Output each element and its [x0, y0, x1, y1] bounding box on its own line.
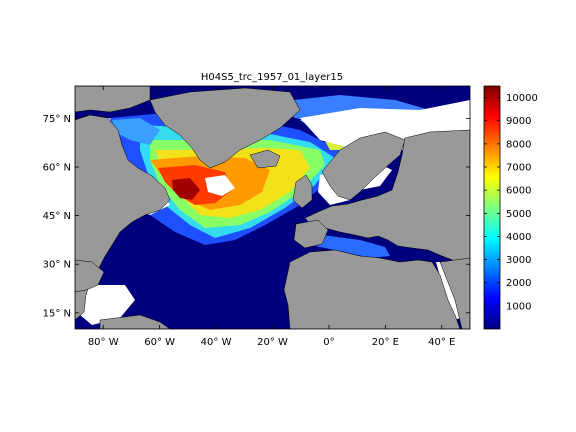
land-canadian-archipelago: [75, 86, 151, 113]
colorbar-tick-label: 9000: [506, 116, 531, 127]
land-south-america: [99, 314, 171, 329]
labrador-blue: [112, 118, 160, 145]
land-africa: [283, 249, 461, 329]
y-tick-label: 75° N: [43, 114, 71, 125]
y-tick-label: 60° N: [43, 163, 71, 174]
colorbar-tick-label: 10000: [506, 93, 538, 104]
y-tick-label: 45° N: [43, 211, 71, 222]
colorbar-tick-label: 7000: [506, 163, 531, 174]
land-scandinavia: [321, 131, 406, 201]
land-greenland: [149, 87, 301, 169]
x-tick-label: 20° W: [257, 337, 288, 348]
figure-title: H04S5_trc_1957_01_layer15: [201, 72, 343, 83]
x-tick-label: 0°: [323, 337, 334, 348]
colorbar-tick-label: 3000: [506, 255, 531, 266]
x-tick-label: 40° W: [201, 337, 232, 348]
land-florida-mexico: [75, 259, 105, 293]
colorbar-tick-label: 5000: [506, 209, 531, 220]
y-tick-label: 30° N: [43, 260, 71, 271]
x-tick-label: 20° E: [372, 337, 399, 348]
colorbar: 1000 2000 3000 4000 5000 6000 7000 8000 9000 1000…: [483, 85, 538, 330]
y-tick-label: 15° N: [43, 308, 71, 319]
plume-darkred: [172, 178, 200, 200]
colorbar-ticks: 1000 2000 3000 4000 5000 6000 7000 8000 9000 1000…: [484, 93, 538, 312]
x-axis-ticks: 80° W 60° W 40° W 20° W 0° 20° E 40° E: [88, 86, 455, 348]
nodata-red-sea: [436, 262, 462, 320]
land-iceland: [249, 149, 281, 169]
y-axis-ticks: 15° N 30° N 45° N 60° N 75° N: [43, 114, 470, 319]
land-iberia: [293, 219, 329, 249]
colorbar-tick-label: 2000: [506, 278, 531, 289]
x-tick-label: 80° W: [88, 337, 119, 348]
land-arabia: [439, 257, 470, 329]
colorbar-tick-label: 6000: [506, 186, 531, 197]
colorbar-gradient: [483, 85, 501, 330]
map-area: [75, 86, 470, 329]
colorbar-tick-label: 8000: [506, 139, 531, 150]
x-tick-label: 60° W: [144, 337, 175, 348]
nodata-iceland-gap: [205, 175, 235, 196]
nodata-caribbean: [80, 285, 135, 325]
land: [75, 86, 470, 329]
colorbar-tick-label: 1000: [506, 301, 531, 312]
colorbar-tick-label: 4000: [506, 232, 531, 243]
x-tick-label: 40° E: [428, 337, 455, 348]
land-uk: [292, 174, 313, 209]
